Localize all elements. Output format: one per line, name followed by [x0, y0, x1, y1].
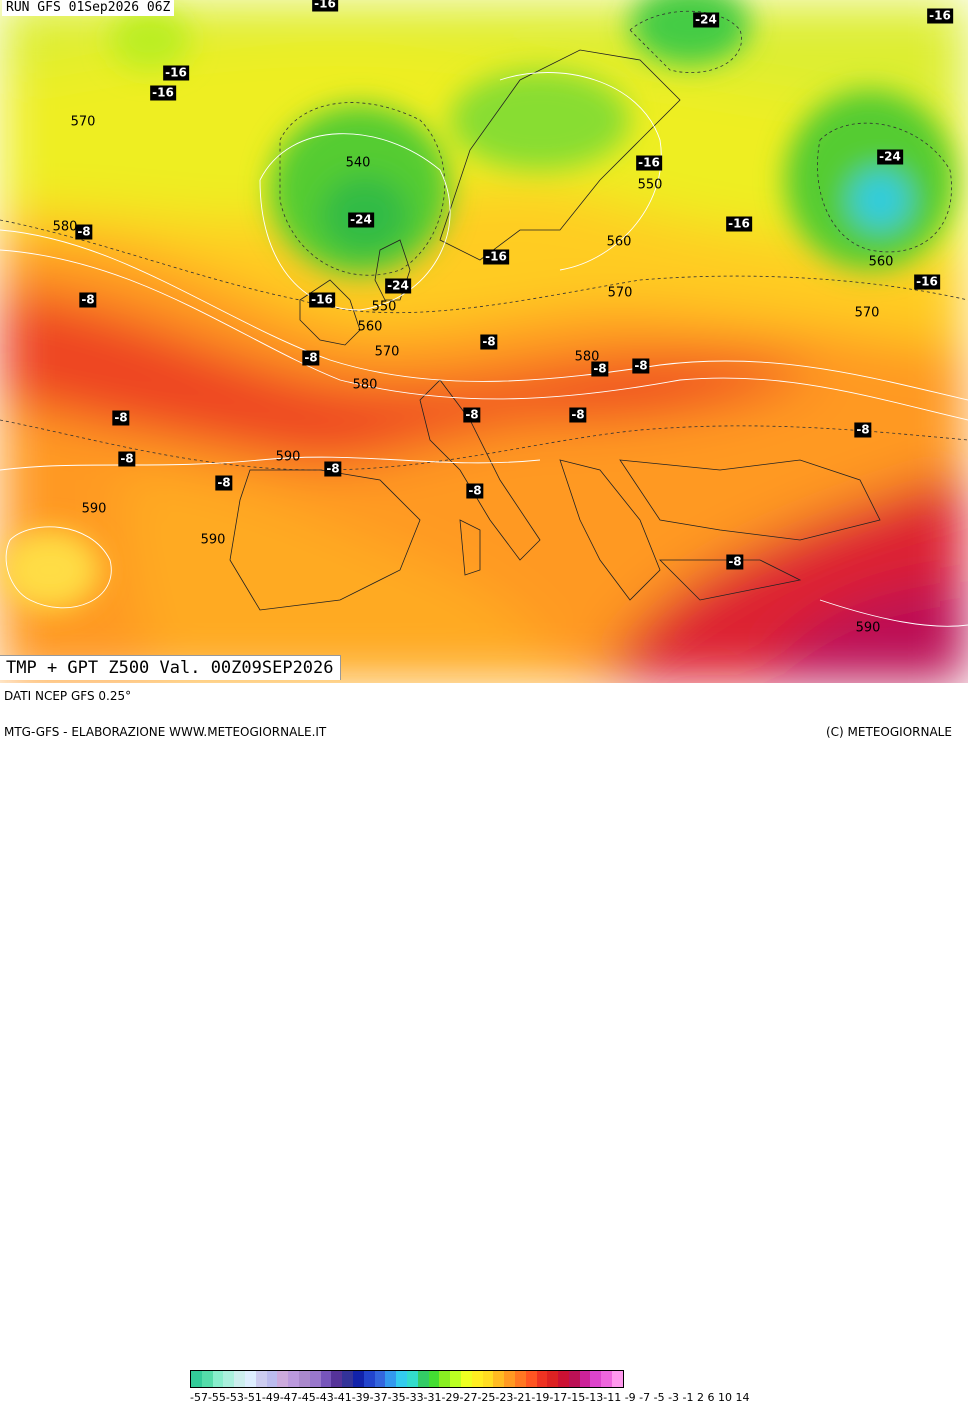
colorbar-swatch — [212, 1371, 224, 1387]
height-label: 570 — [854, 305, 880, 321]
data-source: DATI NCEP GFS 0.25° — [4, 689, 132, 703]
colorbar-swatch — [201, 1371, 213, 1387]
colorbar-swatch — [439, 1371, 451, 1387]
height-label: 590 — [200, 532, 226, 548]
colorbar-swatch — [612, 1371, 623, 1387]
colorbar-swatch — [579, 1371, 591, 1387]
height-label: 550 — [371, 299, 397, 315]
colorbar-swatch — [428, 1371, 440, 1387]
height-label: 570 — [374, 344, 400, 360]
colorbar-swatch — [191, 1371, 202, 1387]
colorbar-swatch — [234, 1371, 245, 1387]
temp-label: -16 — [150, 85, 176, 101]
colorbar — [190, 1370, 624, 1388]
height-label: 590 — [855, 620, 881, 636]
colorbar-swatch — [277, 1371, 289, 1387]
temp-label: -16 — [483, 249, 509, 265]
geopotential-lines — [0, 72, 968, 627]
temp-label: -16 — [163, 65, 189, 81]
copyright: (C) METEOGIORNALE — [826, 725, 952, 739]
height-label: 560 — [357, 319, 383, 335]
colorbar-swatch — [288, 1371, 299, 1387]
temp-label: -8 — [112, 410, 130, 426]
colorbar-swatch — [504, 1371, 515, 1387]
colorbar-swatch — [493, 1371, 505, 1387]
colorbar-swatch — [298, 1371, 310, 1387]
colorbar-swatch — [514, 1371, 526, 1387]
temp-label: -8 — [118, 451, 136, 467]
colorbar-swatch — [320, 1371, 332, 1387]
height-label: 550 — [637, 177, 663, 193]
colorbar-swatch — [417, 1371, 429, 1387]
colorbar-swatch — [547, 1371, 559, 1387]
coastlines — [229, 49, 881, 611]
credits: MTG-GFS - ELABORAZIONE WWW.METEOGIORNALE… — [4, 725, 327, 739]
colorbar-swatch — [558, 1371, 569, 1387]
temp-label: -16 — [636, 155, 662, 171]
temp-label: -24 — [693, 12, 719, 28]
height-label: 590 — [275, 449, 301, 465]
temp-label: -8 — [632, 358, 650, 374]
temp-label: -16 — [927, 8, 953, 24]
colorbar-swatch — [244, 1371, 256, 1387]
temp-label: -8 — [324, 461, 342, 477]
colorbar-swatch — [342, 1371, 353, 1387]
height-label: 580 — [352, 377, 378, 393]
colorbar-ticks: -57-55-53-51-49-47-45-43-41-39-37-35-33-… — [190, 1391, 750, 1404]
colorbar-swatch — [331, 1371, 343, 1387]
colorbar-swatch — [223, 1371, 235, 1387]
temp-label: -16 — [914, 274, 940, 290]
height-label: 560 — [868, 254, 894, 270]
height-label: 540 — [345, 155, 371, 171]
colorbar-swatch — [568, 1371, 580, 1387]
map-svg — [0, 0, 968, 683]
colorbar-swatch — [255, 1371, 267, 1387]
temp-label: -8 — [463, 407, 481, 423]
map-title: TMP + GPT Z500 Val. 00Z09SEP2026 — [0, 655, 341, 680]
temp-label: -8 — [480, 334, 498, 350]
temp-label: -8 — [75, 224, 93, 240]
colorbar-swatch — [460, 1371, 472, 1387]
height-label: 560 — [606, 234, 632, 250]
temp-label: -16 — [309, 292, 335, 308]
colorbar-swatch — [385, 1371, 397, 1387]
colorbar-swatch — [309, 1371, 321, 1387]
colorbar-swatch — [406, 1371, 418, 1387]
temp-label: -8 — [726, 554, 744, 570]
run-label: RUN GFS 01Sep2026 06Z — [2, 0, 175, 16]
temp-label: -8 — [302, 350, 320, 366]
colorbar-swatch — [471, 1371, 483, 1387]
colorbar-swatch — [450, 1371, 461, 1387]
footer: DATI NCEP GFS 0.25° -57-55-53-51-49-47-4… — [0, 683, 968, 1404]
temp-label: -8 — [854, 422, 872, 438]
colorbar-swatch — [363, 1371, 375, 1387]
height-label: 580 — [52, 219, 78, 235]
colorbar-swatch — [536, 1371, 548, 1387]
temp-label: -24 — [348, 212, 374, 228]
isotherms — [0, 10, 968, 471]
weather-map: RUN GFS 01Sep2026 06Z -16 -16 -16 -24 -1… — [0, 0, 968, 683]
colorbar-swatch — [266, 1371, 278, 1387]
temp-label: -8 — [591, 361, 609, 377]
temp-label: -8 — [569, 407, 587, 423]
colorbar-swatch — [482, 1371, 494, 1387]
colorbar-swatch — [396, 1371, 407, 1387]
colorbar-swatch — [352, 1371, 364, 1387]
temp-label: -24 — [877, 149, 903, 165]
temp-label: -8 — [79, 292, 97, 308]
colorbar-swatch — [374, 1371, 386, 1387]
height-label: 580 — [574, 349, 600, 365]
temp-label: -16 — [726, 216, 752, 232]
colorbar-swatch — [525, 1371, 537, 1387]
height-label: 570 — [70, 114, 96, 130]
temp-label: -24 — [385, 278, 411, 294]
colorbar-swatch — [590, 1371, 602, 1387]
temp-label: -8 — [215, 475, 233, 491]
height-label: 570 — [607, 285, 633, 301]
colorbar-swatch — [601, 1371, 613, 1387]
temp-label: -8 — [466, 483, 484, 499]
height-label: 590 — [81, 501, 107, 517]
cold-pools — [0, 0, 955, 610]
temp-label: -16 — [312, 0, 338, 12]
